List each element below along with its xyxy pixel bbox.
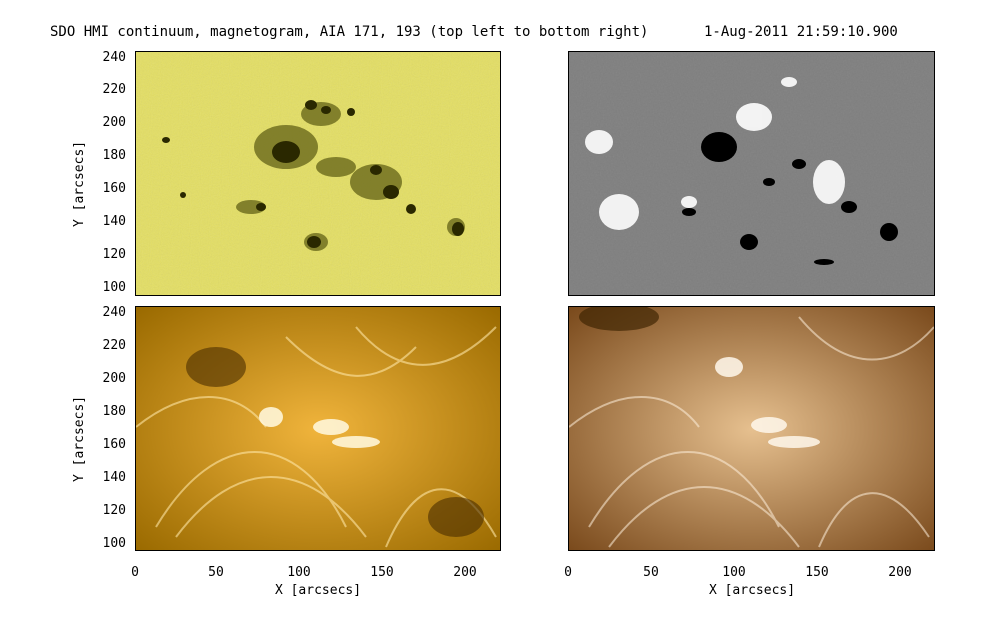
- aia-171-panel: [135, 306, 501, 551]
- x-tick-label: 200: [888, 565, 912, 580]
- y-tick-label: 160: [102, 181, 126, 196]
- aia-193-panel: [568, 306, 935, 551]
- y-tick-label: 140: [102, 214, 126, 229]
- hmi-continuum-panel: [135, 51, 501, 296]
- x-tick-label: 200: [453, 565, 477, 580]
- x-axis-label-left: X [arcsecs]: [274, 583, 362, 598]
- x-tick-label: 0: [564, 565, 572, 580]
- observation-datetime: 1-Aug-2011 21:59:10.900: [704, 24, 898, 40]
- y-tick-label: 140: [102, 470, 126, 485]
- y-tick-label: 120: [102, 247, 126, 262]
- y-tick-label: 100: [102, 536, 126, 551]
- y-tick-label: 120: [102, 503, 126, 518]
- hmi-magnetogram-panel: [568, 51, 935, 296]
- x-tick-label: 50: [643, 565, 659, 580]
- x-tick-label: 150: [370, 565, 394, 580]
- y-tick-label: 100: [102, 280, 126, 295]
- x-tick-label: 0: [131, 565, 139, 580]
- y-tick-label: 240: [102, 305, 126, 320]
- y-tick-label: 180: [102, 404, 126, 419]
- x-tick-label: 50: [208, 565, 224, 580]
- y-tick-label: 220: [102, 82, 126, 97]
- x-axis-label-right: X [arcsecs]: [708, 583, 796, 598]
- y-axis-label-top: Y [arcsecs]: [72, 140, 87, 227]
- x-tick-label: 150: [805, 565, 829, 580]
- y-tick-label: 200: [102, 371, 126, 386]
- y-tick-label: 160: [102, 437, 126, 452]
- y-tick-label: 180: [102, 148, 126, 163]
- y-tick-label: 240: [102, 50, 126, 65]
- x-tick-label: 100: [722, 565, 746, 580]
- y-tick-label: 220: [102, 338, 126, 353]
- y-tick-label: 200: [102, 115, 126, 130]
- figure-title: SDO HMI continuum, magnetogram, AIA 171,…: [50, 24, 649, 40]
- x-tick-label: 100: [287, 565, 311, 580]
- y-axis-label-bottom: Y [arcsecs]: [72, 395, 87, 482]
